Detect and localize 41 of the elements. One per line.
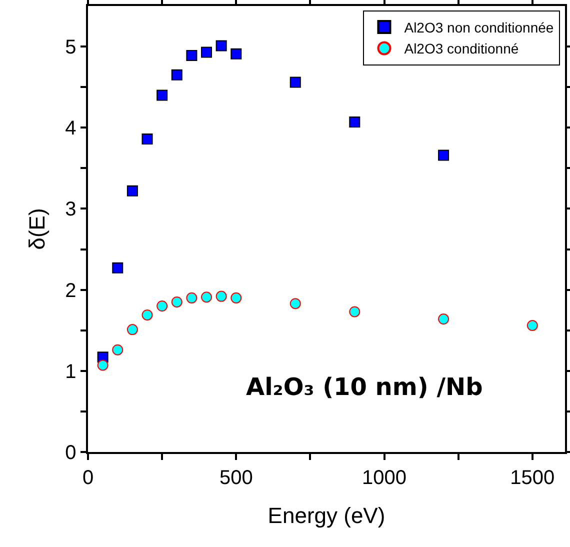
point (526, 320, 538, 331)
point (186, 292, 198, 304)
point (230, 292, 242, 304)
point (349, 116, 360, 128)
x-tick-label: 500 (219, 466, 253, 489)
y-tick-label: 3 (65, 198, 76, 221)
annotation: Al₂O₃ (10 nm) /Nb (246, 373, 483, 401)
point (290, 76, 301, 88)
x-axis-title: Energy (eV) (268, 503, 386, 528)
x-tick-label: 1000 (362, 466, 407, 489)
point (126, 324, 138, 336)
point (171, 69, 182, 80)
y-tick-label: 4 (65, 118, 76, 140)
point (112, 262, 124, 274)
point (290, 298, 301, 310)
point (171, 296, 182, 308)
point (216, 290, 227, 302)
y-tick-label: 2 (65, 280, 76, 302)
point (156, 90, 168, 101)
point (201, 292, 212, 303)
legend-label: Al2O3 conditionné (404, 40, 519, 57)
point (97, 360, 108, 371)
point (230, 48, 242, 60)
point (126, 185, 138, 196)
point (156, 300, 168, 312)
point (201, 46, 212, 58)
y-tick-label: 5 (65, 36, 76, 59)
point (438, 150, 450, 161)
x-tick-label: 1500 (510, 466, 555, 489)
y-tick-label: 1 (65, 360, 76, 383)
legend-label: Al2O3 non conditionnée (404, 20, 554, 36)
y-axis-title: δ(E) (24, 208, 50, 250)
point (112, 344, 124, 356)
point (186, 50, 198, 61)
y-tick-label: 0 (65, 442, 76, 464)
point (142, 133, 153, 144)
point (438, 314, 450, 325)
point (216, 40, 227, 52)
point (142, 309, 153, 320)
x-tick-label: 0 (82, 466, 94, 489)
point (349, 306, 360, 318)
